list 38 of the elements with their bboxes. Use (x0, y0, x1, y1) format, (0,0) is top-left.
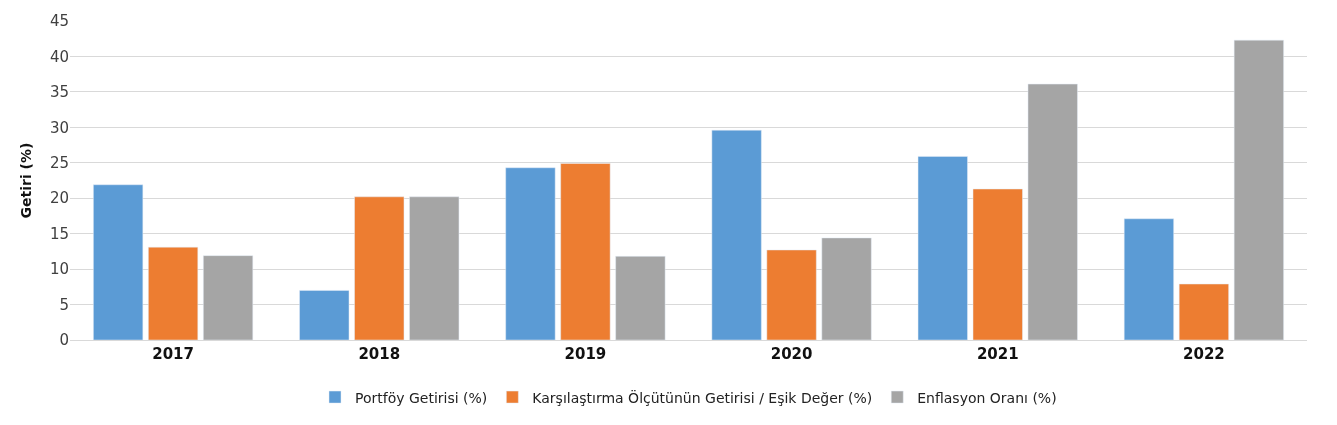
x-tick-label: 2018 (358, 345, 401, 363)
x-tick-label: 2021 (976, 345, 1019, 363)
y-tick-label: 35 (49, 83, 69, 102)
y-tick-label: 5 (59, 295, 69, 314)
y-tick-label: 30 (49, 118, 69, 137)
bar (1027, 83, 1078, 340)
bar (203, 255, 254, 340)
legend-label: Enflasyon Oranı (%) (917, 389, 1057, 406)
y-tick-label: 25 (49, 154, 69, 173)
bar (409, 196, 460, 340)
legend-label: Portföy Getirisi (%) (355, 389, 488, 406)
y-tick-label: 40 (49, 47, 69, 66)
bar (1123, 218, 1174, 340)
y-tick-label: 10 (49, 260, 69, 279)
y-tick-label: 0 (59, 331, 69, 350)
bar (766, 249, 817, 340)
bar (821, 237, 872, 340)
bar (93, 184, 144, 340)
y-tick-label: 45 (49, 12, 69, 31)
bar (299, 290, 350, 340)
bar (560, 163, 611, 340)
bar (972, 188, 1023, 340)
bar (354, 196, 405, 340)
x-tick-label: 2020 (770, 345, 813, 363)
x-tick-label: 2017 (152, 345, 194, 363)
y-tick-label: 20 (49, 189, 69, 208)
y-axis-title: Getiri (%) (17, 142, 34, 219)
x-tick-label: 2019 (564, 345, 607, 363)
bar (1233, 39, 1284, 340)
bar (505, 167, 556, 340)
x-tick-label: 2022 (1183, 345, 1225, 363)
bar (615, 256, 666, 340)
bar (711, 129, 762, 340)
bar (1178, 283, 1229, 340)
legend-label: Karşılaştırma Ölçütünün Getirisi / Eşik Değer (%) (532, 388, 873, 406)
bar (148, 246, 199, 340)
bar (917, 156, 968, 340)
y-tick-label: 15 (49, 224, 69, 243)
